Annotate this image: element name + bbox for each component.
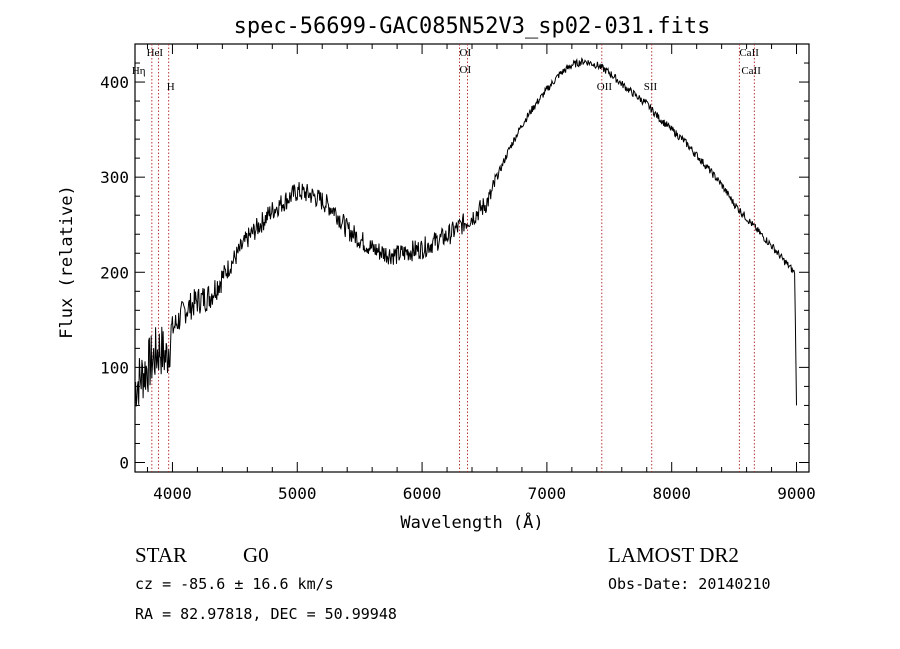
y-tick-label: 0 (119, 453, 129, 472)
object-type: STAR (135, 543, 187, 567)
spectral-line-label: HeI (147, 47, 164, 59)
spectral-line-label: Hη (132, 65, 146, 77)
spectrum-series-line (134, 56, 797, 407)
chart-title: spec-56699-GAC085N52V3_sp02-031.fits (234, 14, 711, 39)
spectral-line-label: SII (644, 81, 658, 93)
y-tick-label: 100 (100, 358, 129, 377)
y-tick-label: 200 (100, 263, 129, 282)
spectral-line-label: CaII (739, 47, 759, 59)
x-tick-label: 6000 (403, 484, 442, 503)
x-tick-label: 8000 (652, 484, 691, 503)
x-tick-label: 4000 (153, 484, 192, 503)
redshift-velocity: cz = -85.6 ± 16.6 km/s (135, 575, 334, 593)
spectral-line-label: OI (460, 47, 472, 59)
axis-ticks: 4000 5000 6000 7000 8000 9000 0 100 200 300 400 (100, 44, 816, 503)
y-tick-label: 400 (100, 73, 129, 92)
y-tick-label: 300 (100, 168, 129, 187)
spectral-line-label: CaII (741, 65, 761, 77)
x-axis-label: Wavelength (Å) (400, 511, 543, 533)
observation-date: Obs-Date: 20140210 (608, 575, 771, 593)
survey-name: LAMOST DR2 (608, 543, 739, 567)
spectral-subclass: G0 (243, 543, 269, 567)
x-tick-label: 5000 (278, 484, 317, 503)
y-axis-label: Flux (relative) (57, 185, 77, 339)
spectral-line-label: OII (597, 81, 613, 93)
spectral-line-label: OI (460, 64, 472, 76)
x-tick-label: 7000 (528, 484, 567, 503)
x-tick-label: 9000 (777, 484, 816, 503)
spectral-line-label: H (167, 81, 175, 93)
coordinates: RA = 82.97818, DEC = 50.99948 (135, 605, 397, 623)
